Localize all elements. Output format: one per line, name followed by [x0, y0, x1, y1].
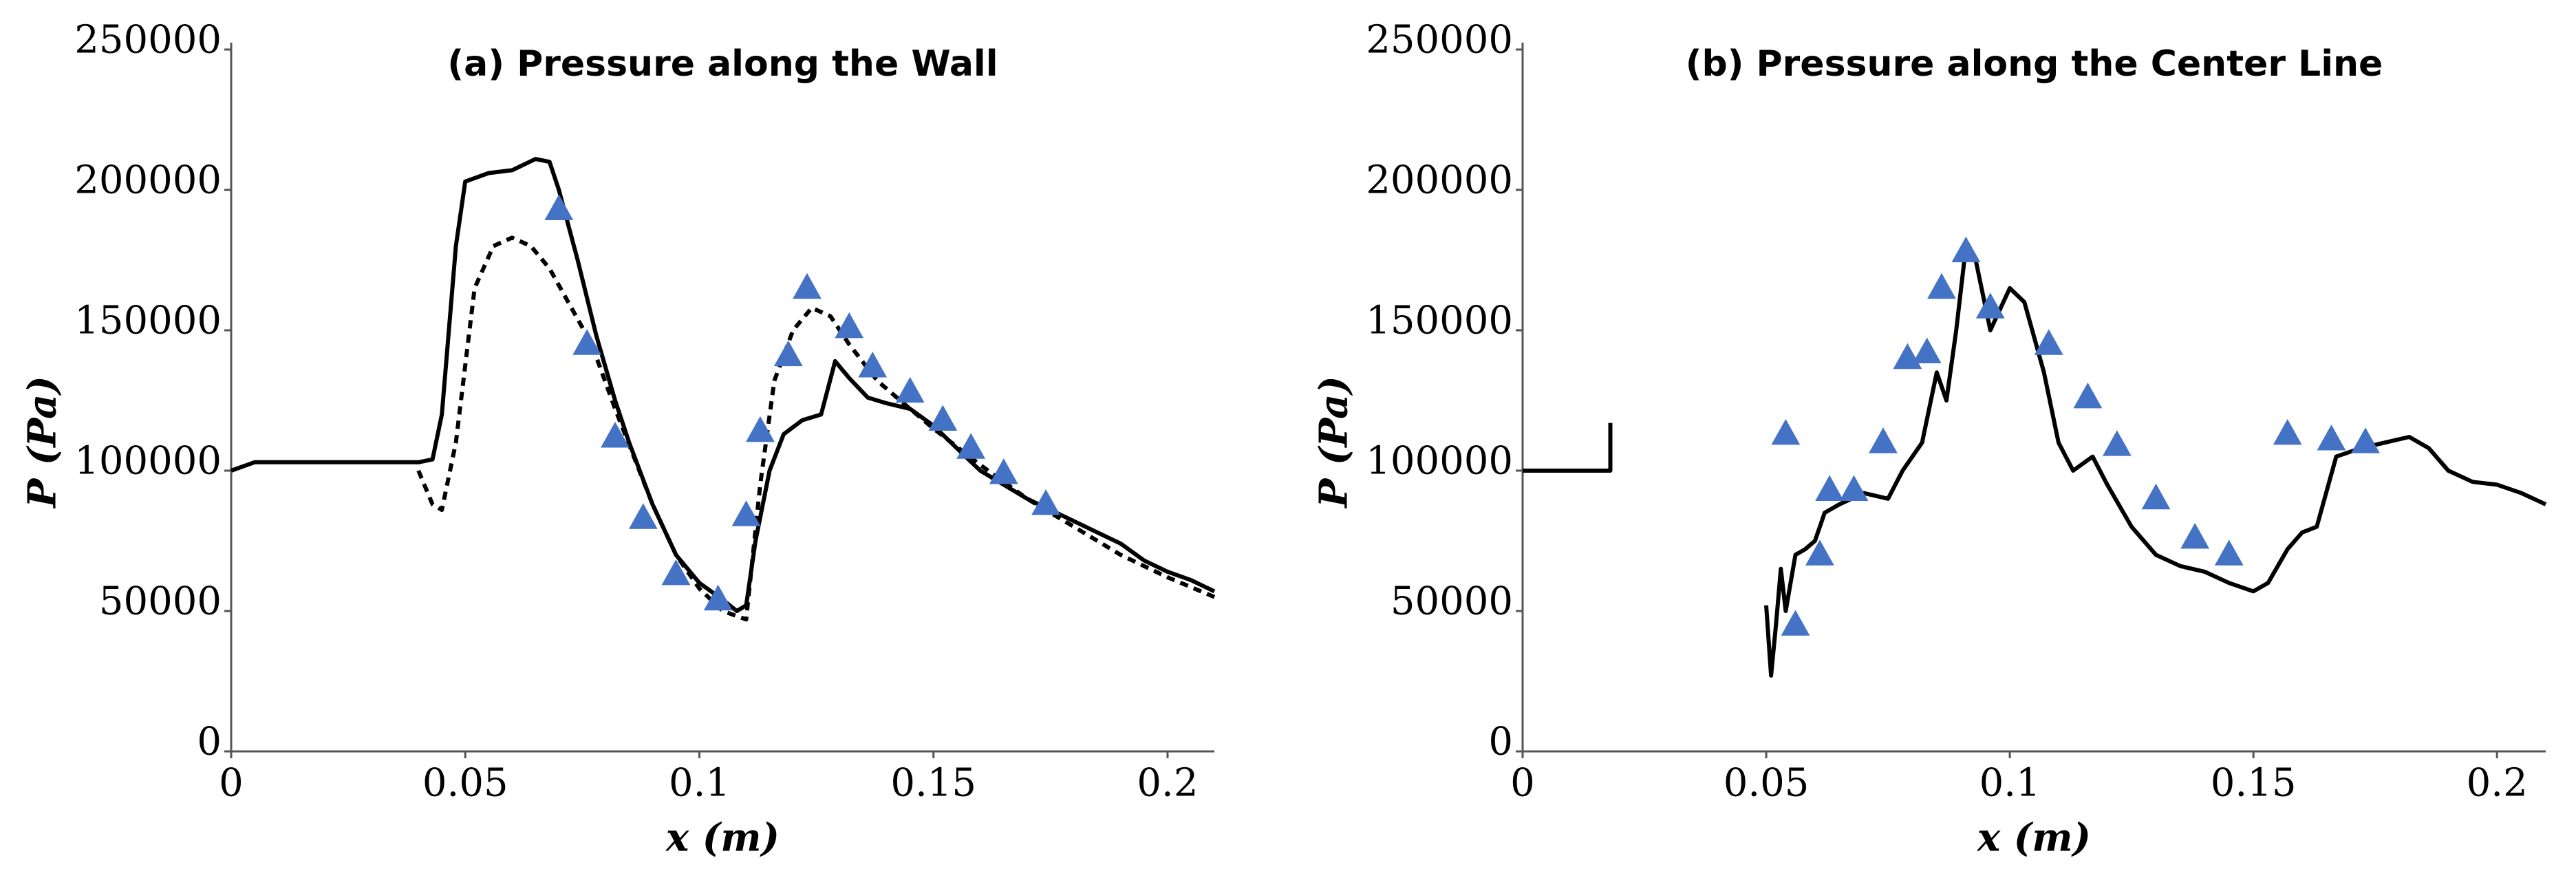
data-marker	[2214, 539, 2244, 566]
data-marker	[1912, 337, 1942, 364]
y-tick-label: 0	[1488, 720, 1513, 764]
x-tick-label: 0	[219, 761, 244, 806]
x-tick-label: 0.2	[1137, 761, 1198, 806]
data-marker	[661, 559, 691, 586]
data-marker	[703, 584, 733, 611]
y-tick-label: 100000	[1366, 439, 1513, 484]
x-tick-label: 0.05	[422, 761, 508, 806]
chart-title: (b) Pressure along the Center Line	[1686, 43, 2383, 85]
data-line	[1764, 244, 2547, 678]
data-marker	[2034, 329, 2063, 355]
y-axis-label: P (Pa)	[1311, 376, 1357, 509]
data-marker	[928, 405, 958, 431]
data-marker	[2141, 483, 2171, 510]
y-axis-label: P (Pa)	[20, 376, 65, 509]
data-marker	[746, 416, 775, 442]
y-tick-label: 200000	[74, 158, 222, 203]
x-tick-label: 0.15	[890, 761, 976, 806]
data-marker	[2273, 418, 2302, 445]
y-tick-label: 0	[197, 720, 222, 764]
y-tick-label: 150000	[1366, 299, 1513, 343]
data-marker	[1805, 539, 1834, 566]
data-marker	[1839, 475, 1869, 501]
data-line	[230, 157, 1216, 613]
data-marker	[989, 458, 1018, 484]
data-marker	[2317, 425, 2346, 451]
data-marker	[1781, 610, 1810, 636]
data-marker	[793, 272, 822, 299]
data-marker	[572, 329, 602, 355]
x-tick-label: 0.15	[2211, 761, 2297, 806]
data-marker	[1869, 427, 1898, 453]
y-tick-label: 200000	[1366, 158, 1513, 203]
data-line	[1523, 422, 1613, 473]
data-marker	[835, 312, 864, 339]
data-marker	[2073, 382, 2103, 409]
data-marker	[956, 433, 986, 459]
y-tick-label: 100000	[74, 439, 222, 484]
x-axis-label: x (m)	[665, 815, 780, 861]
data-marker	[1951, 236, 1981, 263]
data-marker	[1031, 489, 1060, 515]
data-marker	[601, 422, 630, 448]
data-marker	[628, 503, 658, 529]
x-tick-label: 0.05	[1724, 761, 1810, 806]
data-marker	[1771, 418, 1801, 445]
y-tick-label: 150000	[74, 299, 222, 343]
data-marker	[773, 340, 803, 367]
chart-title: (a) Pressure along the Wall	[447, 43, 998, 85]
data-marker	[2102, 430, 2132, 456]
data-marker	[1927, 272, 1956, 299]
x-axis-label: x (m)	[1977, 815, 2091, 861]
x-tick-label: 0.1	[1979, 761, 2041, 806]
data-marker	[2351, 427, 2380, 453]
data-marker	[2180, 522, 2210, 549]
data-marker	[731, 500, 761, 526]
data-marker	[544, 194, 574, 220]
x-tick-label: 0	[1510, 761, 1535, 806]
y-tick-label: 50000	[99, 579, 222, 624]
y-tick-label: 250000	[74, 18, 222, 63]
y-tick-label: 50000	[1391, 579, 1513, 624]
x-tick-label: 0.2	[2467, 761, 2528, 806]
data-marker	[895, 376, 925, 403]
data-marker	[1975, 292, 2005, 319]
x-tick-label: 0.1	[669, 761, 730, 806]
y-tick-label: 250000	[1366, 18, 1513, 63]
data-marker	[1815, 475, 1844, 501]
data-marker	[858, 352, 888, 378]
